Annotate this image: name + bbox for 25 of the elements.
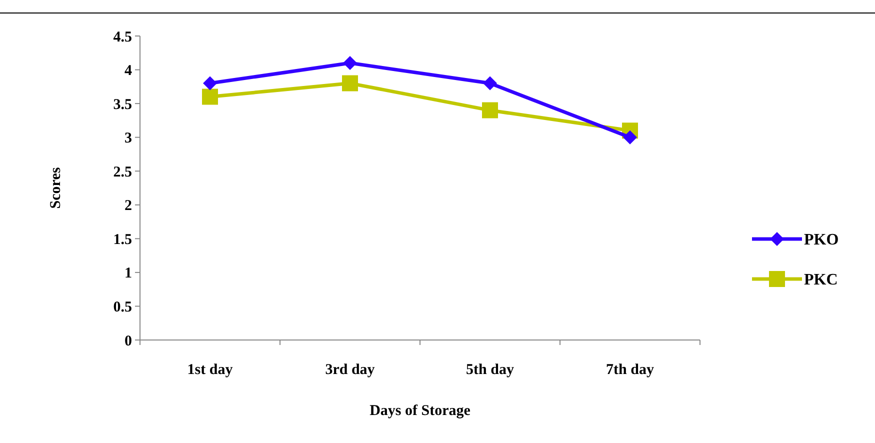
y-tick-label: 3.5 — [113, 96, 132, 113]
point — [203, 76, 217, 90]
x-tick-label: 7th day — [606, 362, 654, 378]
legend-label: PKO — [804, 232, 839, 249]
x-tick-label: 3rd day — [325, 362, 376, 378]
y-tick-label: 0 — [124, 333, 132, 350]
point — [623, 130, 637, 144]
y-tick-label: 4.5 — [113, 29, 132, 46]
x-axis-title: Days of Storage — [370, 403, 471, 419]
y-tick-label: 1 — [124, 266, 132, 282]
y-tick-label: 2.5 — [113, 164, 132, 180]
y-tick-label: 3 — [124, 130, 132, 147]
x-tick-label: 1st day — [187, 362, 234, 378]
point — [343, 56, 357, 70]
y-tick-label: 2 — [124, 198, 132, 214]
y-axis-title: Scores — [48, 167, 64, 209]
x-tick-label: 5th day — [466, 362, 514, 378]
legend-label: PKC — [804, 272, 838, 289]
point — [483, 76, 497, 90]
y-tick-label: 4 — [124, 63, 132, 80]
point — [342, 75, 358, 92]
y-tick-label: 1.5 — [113, 232, 132, 248]
point — [482, 102, 498, 118]
y-tick-label: 0.5 — [113, 299, 132, 316]
point — [202, 88, 218, 105]
